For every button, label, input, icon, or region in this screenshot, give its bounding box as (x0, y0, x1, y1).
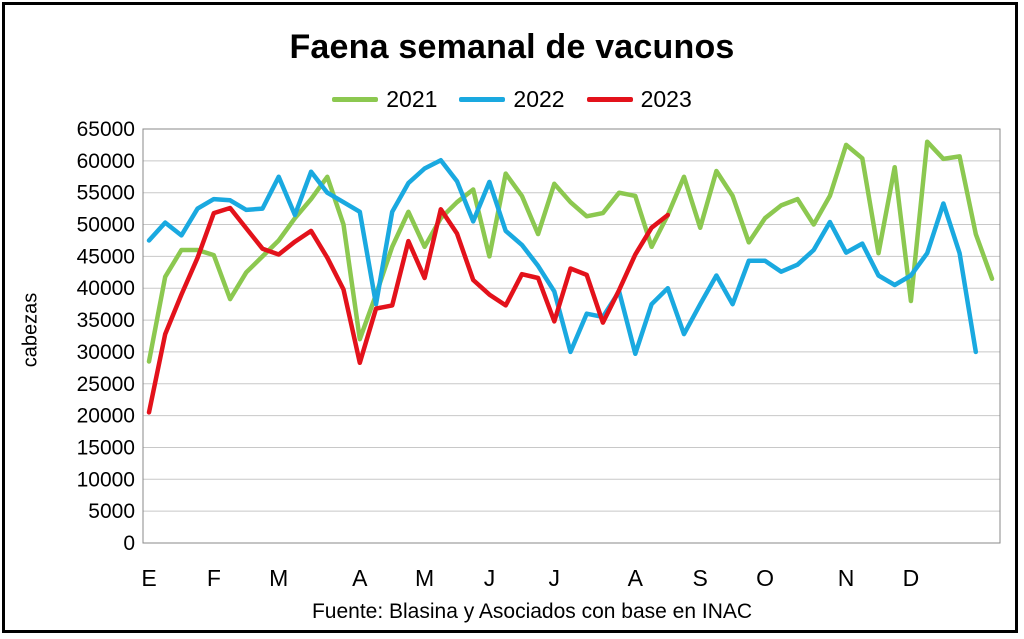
x-tick-a-7: A (628, 565, 644, 591)
y-tick-5000: 5000 (88, 500, 135, 523)
series-line-2021 (146, 139, 995, 364)
y-tick-65000: 65000 (77, 118, 135, 141)
chart-title: Faena semanal de vacunos (289, 28, 735, 66)
series-line-2022 (146, 157, 979, 357)
legend-item-2021: 2021 (332, 86, 437, 113)
x-tick-j-6: J (549, 565, 561, 591)
x-tick-s-8: S (693, 565, 708, 591)
series-line-2023 (146, 205, 671, 415)
x-tick-a-3: A (352, 565, 368, 591)
x-tick-d-11: D (903, 565, 920, 591)
legend-label-2023: 2023 (640, 86, 692, 112)
legend-label-2022: 2022 (513, 86, 565, 112)
y-tick-25000: 25000 (77, 373, 135, 396)
x-tick-j-5: J (484, 565, 496, 591)
y-tick-30000: 30000 (77, 341, 135, 364)
legend-label-2021: 2021 (386, 86, 438, 112)
legend-swatch-2021 (332, 97, 379, 102)
legend-swatch-2022 (459, 97, 506, 102)
y-tick-45000: 45000 (77, 245, 135, 268)
x-tick-f-1: F (207, 565, 221, 591)
x-tick-m-4: M (415, 565, 434, 591)
source-note: Fuente: Blasina y Asociados con base en … (311, 600, 753, 623)
legend-item-2023: 2023 (586, 86, 692, 113)
x-tick-e-0: E (141, 565, 156, 591)
legend: 2021 2022 2023 (0, 86, 1024, 113)
y-tick-15000: 15000 (77, 436, 135, 459)
y-tick-40000: 40000 (77, 277, 135, 300)
x-tick-n-10: N (838, 565, 855, 591)
legend-item-2022: 2022 (459, 86, 565, 113)
y-tick-10000: 10000 (77, 468, 135, 491)
legend-swatch-2023 (586, 97, 633, 102)
y-tick-0: 0 (123, 532, 135, 555)
y-tick-35000: 35000 (77, 309, 135, 332)
x-tick-m-2: M (269, 565, 288, 591)
x-tick-o-9: O (756, 565, 774, 591)
plot-area (142, 128, 1001, 544)
y-tick-20000: 20000 (77, 405, 135, 428)
y-tick-55000: 55000 (77, 182, 135, 205)
y-tick-50000: 50000 (77, 214, 135, 237)
y-tick-60000: 60000 (77, 150, 135, 173)
